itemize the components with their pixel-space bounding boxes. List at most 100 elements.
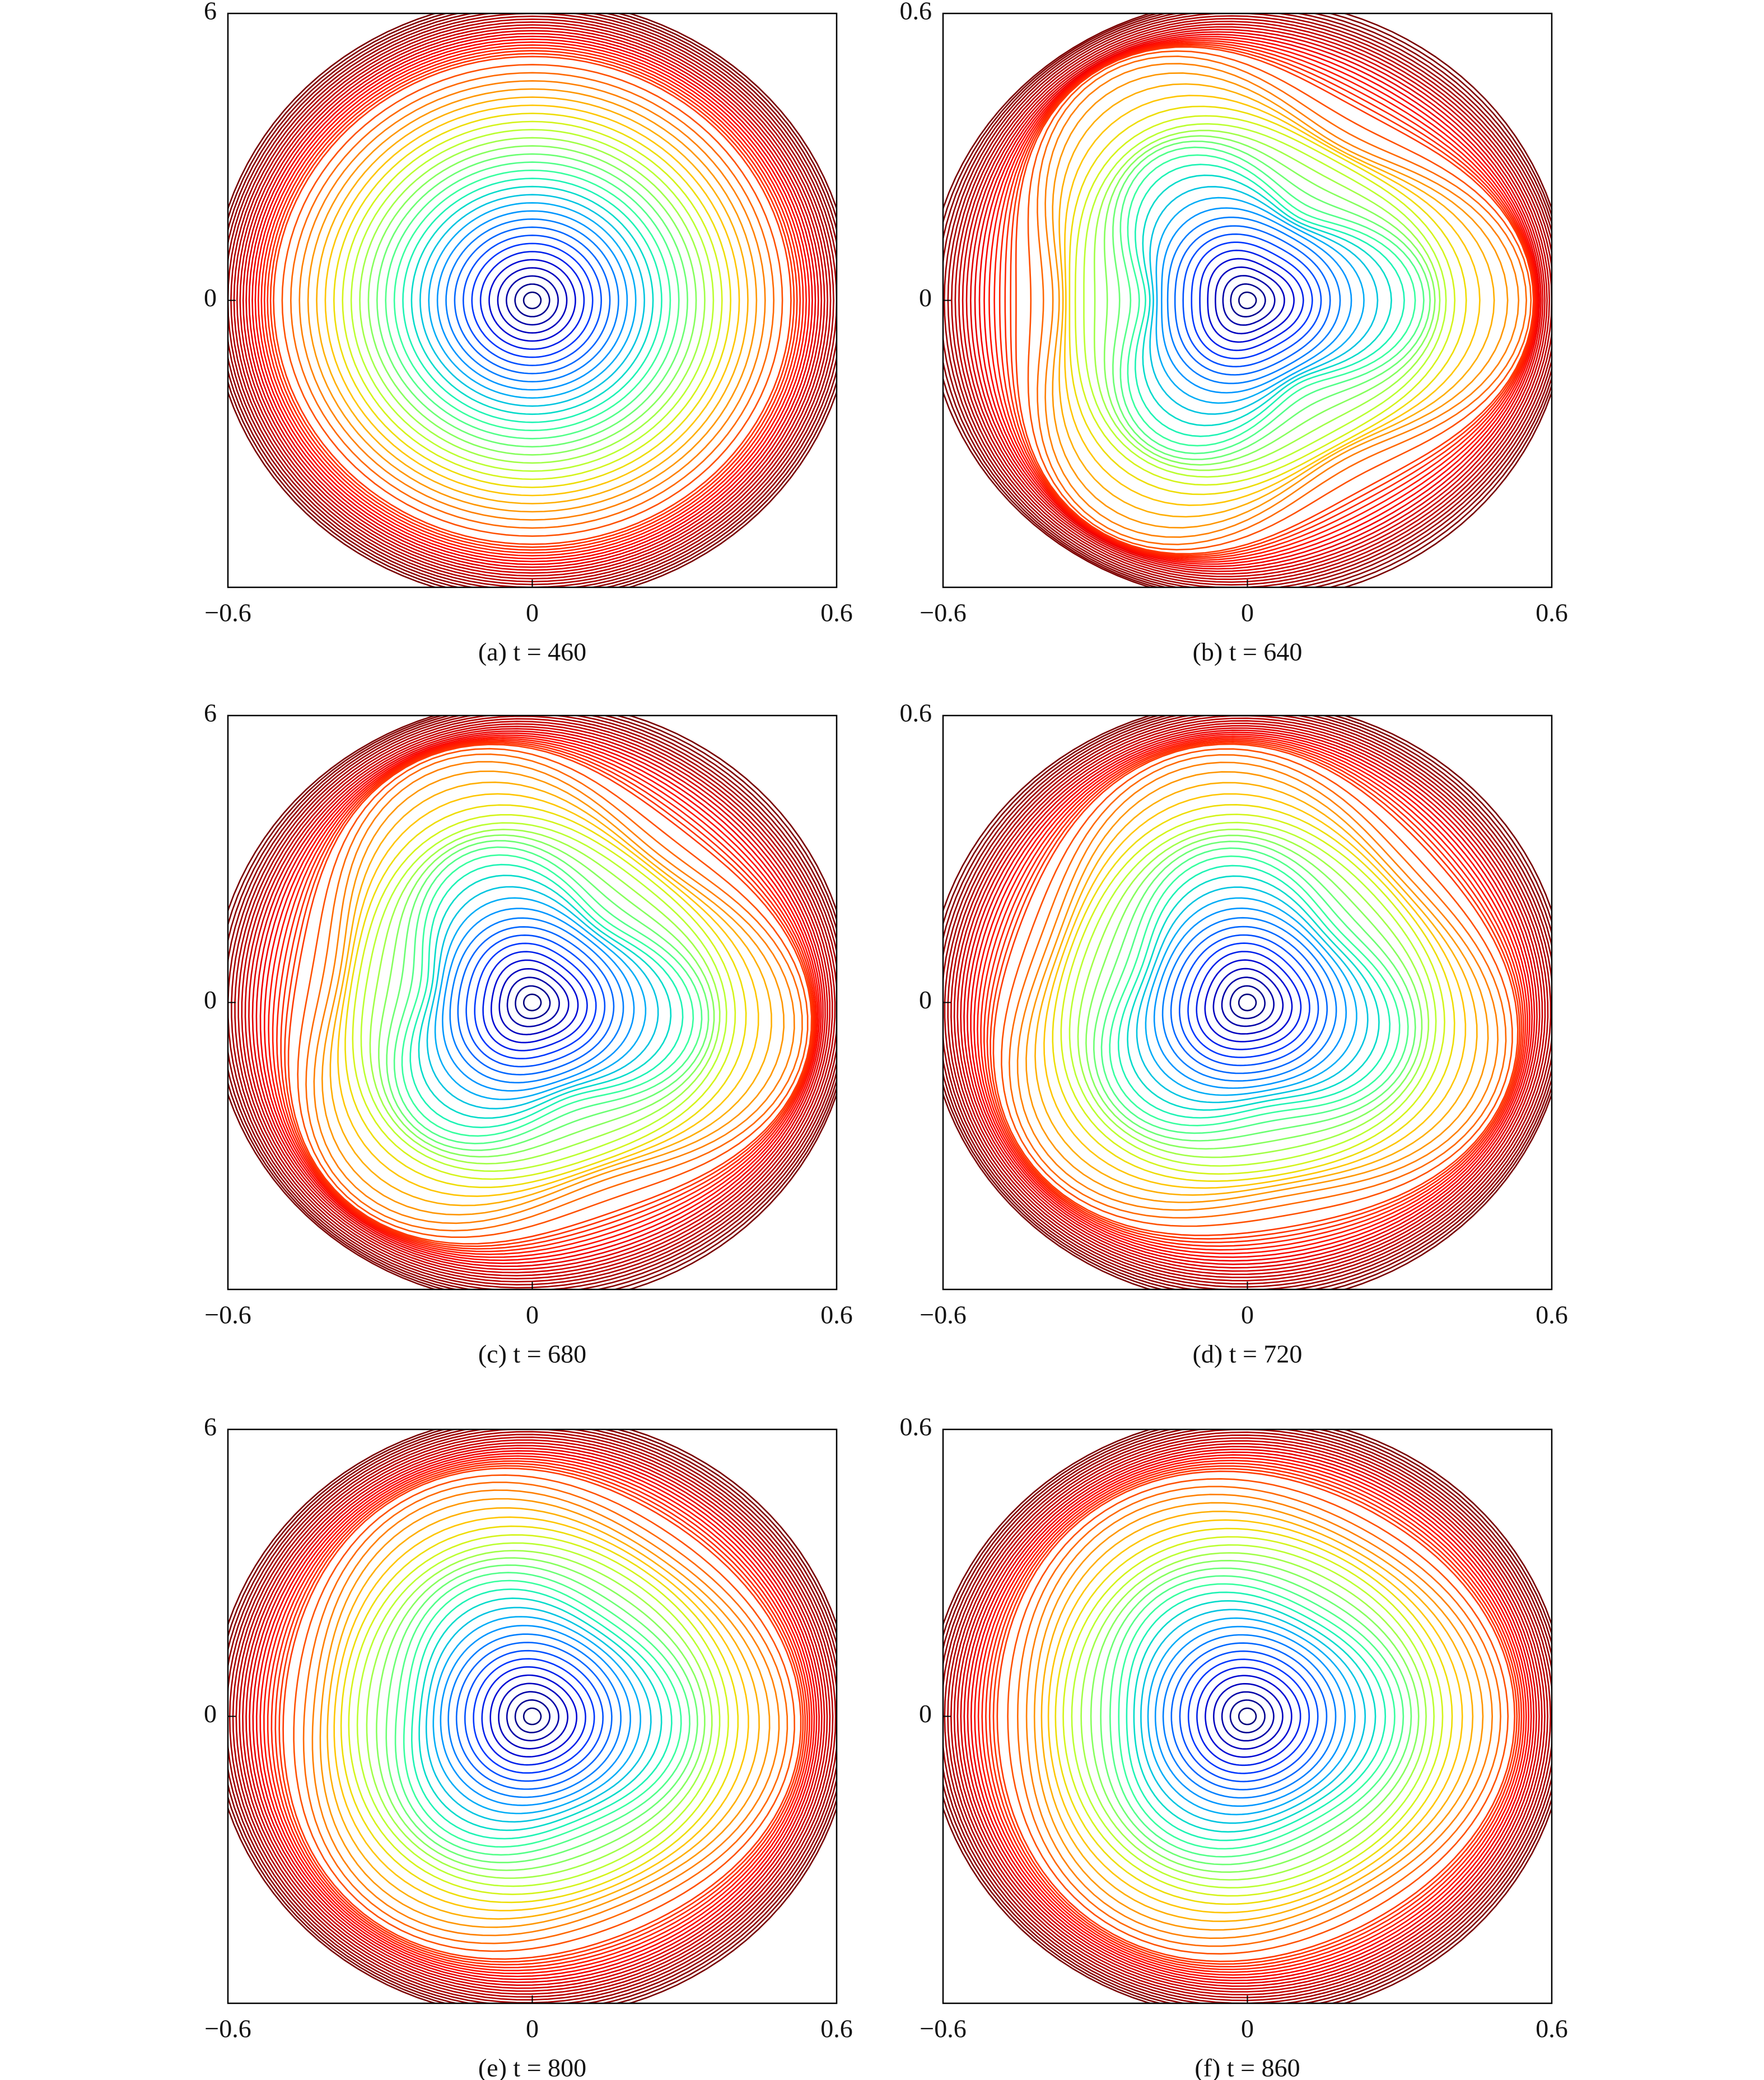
contour-line xyxy=(252,1447,820,1983)
contour-line xyxy=(278,1465,804,1963)
contour-line xyxy=(1074,115,1456,486)
contour-line xyxy=(228,1429,837,2003)
x-tick-label: −0.6 xyxy=(204,2014,251,2043)
x-tick-label: 0 xyxy=(526,599,539,627)
contour-line xyxy=(1136,886,1369,1104)
contour-line xyxy=(963,727,1538,1269)
contour-line xyxy=(402,177,662,423)
contour-line xyxy=(960,725,1541,1272)
contour-line xyxy=(1153,907,1347,1089)
x-tick-label: 0.6 xyxy=(820,599,853,627)
contour-line xyxy=(242,27,823,574)
contour-line xyxy=(974,1454,1530,1979)
panel: −0.6 0 0.6 0 6 (e) t = 800 xyxy=(204,1413,853,2080)
contour-line xyxy=(1083,123,1447,478)
contour-line xyxy=(1044,63,1520,538)
contours xyxy=(228,716,837,1289)
contour-line xyxy=(302,1481,788,1945)
contour-line xyxy=(445,218,619,383)
contour-line xyxy=(1170,926,1328,1074)
contour-line xyxy=(1147,1617,1356,1816)
contour-line xyxy=(953,720,1546,1278)
contour-line xyxy=(491,959,579,1044)
contour-line xyxy=(996,1470,1516,1962)
contour-line xyxy=(376,153,689,448)
contour-line xyxy=(1215,266,1285,335)
contour-line xyxy=(1077,828,1430,1158)
contour-line xyxy=(1160,207,1352,394)
contour-line xyxy=(1140,1609,1366,1824)
y-tick-label: 0 xyxy=(919,283,932,312)
contour-line xyxy=(1222,275,1276,326)
contour-line xyxy=(297,747,809,1238)
contour-line xyxy=(1060,814,1445,1175)
contour-line xyxy=(333,1516,749,1911)
contour-line xyxy=(1093,840,1416,1142)
contour-line xyxy=(245,30,819,571)
contour-line xyxy=(293,1474,796,1952)
contour-line xyxy=(356,1542,721,1887)
contour-line xyxy=(1052,803,1455,1182)
contour-line xyxy=(943,716,1552,1289)
contour-line xyxy=(418,875,672,1119)
contour-line xyxy=(1054,1527,1453,1905)
contour-line xyxy=(515,985,551,1020)
contour-line xyxy=(366,1550,713,1879)
contour-line xyxy=(497,267,568,334)
contour-line xyxy=(228,13,837,587)
contour-line xyxy=(228,716,837,1289)
contour-line xyxy=(1009,754,1507,1219)
contour-line xyxy=(950,1434,1548,1999)
contour-line xyxy=(257,41,808,560)
contour-line xyxy=(290,72,775,529)
contour-line xyxy=(449,917,624,1084)
contour-line xyxy=(1191,241,1313,359)
contour-line xyxy=(943,716,1552,1289)
contour-line xyxy=(263,47,801,554)
contour-line xyxy=(440,1625,631,1806)
contour-line xyxy=(943,13,1552,587)
caption: (d) t = 720 xyxy=(1193,1340,1303,1368)
contour-line xyxy=(386,840,710,1151)
contour-line xyxy=(970,1451,1532,1981)
contour-line xyxy=(1004,43,1536,558)
contour-line xyxy=(943,716,1552,1289)
x-tick-label: −0.6 xyxy=(920,1301,966,1329)
contour-line xyxy=(298,80,766,521)
contour-line xyxy=(973,733,1530,1258)
contour-line xyxy=(267,50,798,551)
contour-line xyxy=(307,88,758,513)
contour-line xyxy=(272,737,818,1255)
contour-line xyxy=(432,1616,641,1815)
contour-line xyxy=(1174,225,1331,376)
contour-line xyxy=(1134,163,1405,437)
contour-line xyxy=(479,251,585,350)
y-tick-label: 0.6 xyxy=(900,1413,932,1441)
contours xyxy=(943,1429,1552,2003)
contour-line xyxy=(352,814,736,1180)
contour-line xyxy=(254,38,810,563)
contour-line xyxy=(967,729,1536,1265)
contour-line xyxy=(287,744,813,1245)
contour-line xyxy=(316,96,749,504)
contour-line xyxy=(1179,934,1319,1067)
contour-line xyxy=(1071,1544,1435,1889)
contour-line xyxy=(228,1429,837,2003)
y-tick-label: 0 xyxy=(204,985,217,1014)
contour-line xyxy=(255,730,824,1268)
contour-line xyxy=(228,716,837,1289)
x-tick-label: 0 xyxy=(1241,1301,1254,1329)
contour-line xyxy=(419,194,646,407)
panel: −0.6 0 0.6 0 0.6 (b) t = 640 xyxy=(900,0,1568,666)
contour-line xyxy=(1196,951,1302,1050)
panel: −0.6 0 0.6 0 6 (c) t = 680 xyxy=(204,699,853,1368)
contour-line xyxy=(350,129,715,472)
contour-line xyxy=(474,942,597,1059)
contour-line xyxy=(1043,793,1467,1189)
contour-line xyxy=(523,993,542,1012)
x-tick-label: 0 xyxy=(1241,599,1254,627)
contour-line xyxy=(489,1674,577,1758)
x-tick-label: 0 xyxy=(526,1301,539,1329)
contour-line xyxy=(488,259,576,342)
caption: (b) t = 640 xyxy=(1193,638,1303,666)
